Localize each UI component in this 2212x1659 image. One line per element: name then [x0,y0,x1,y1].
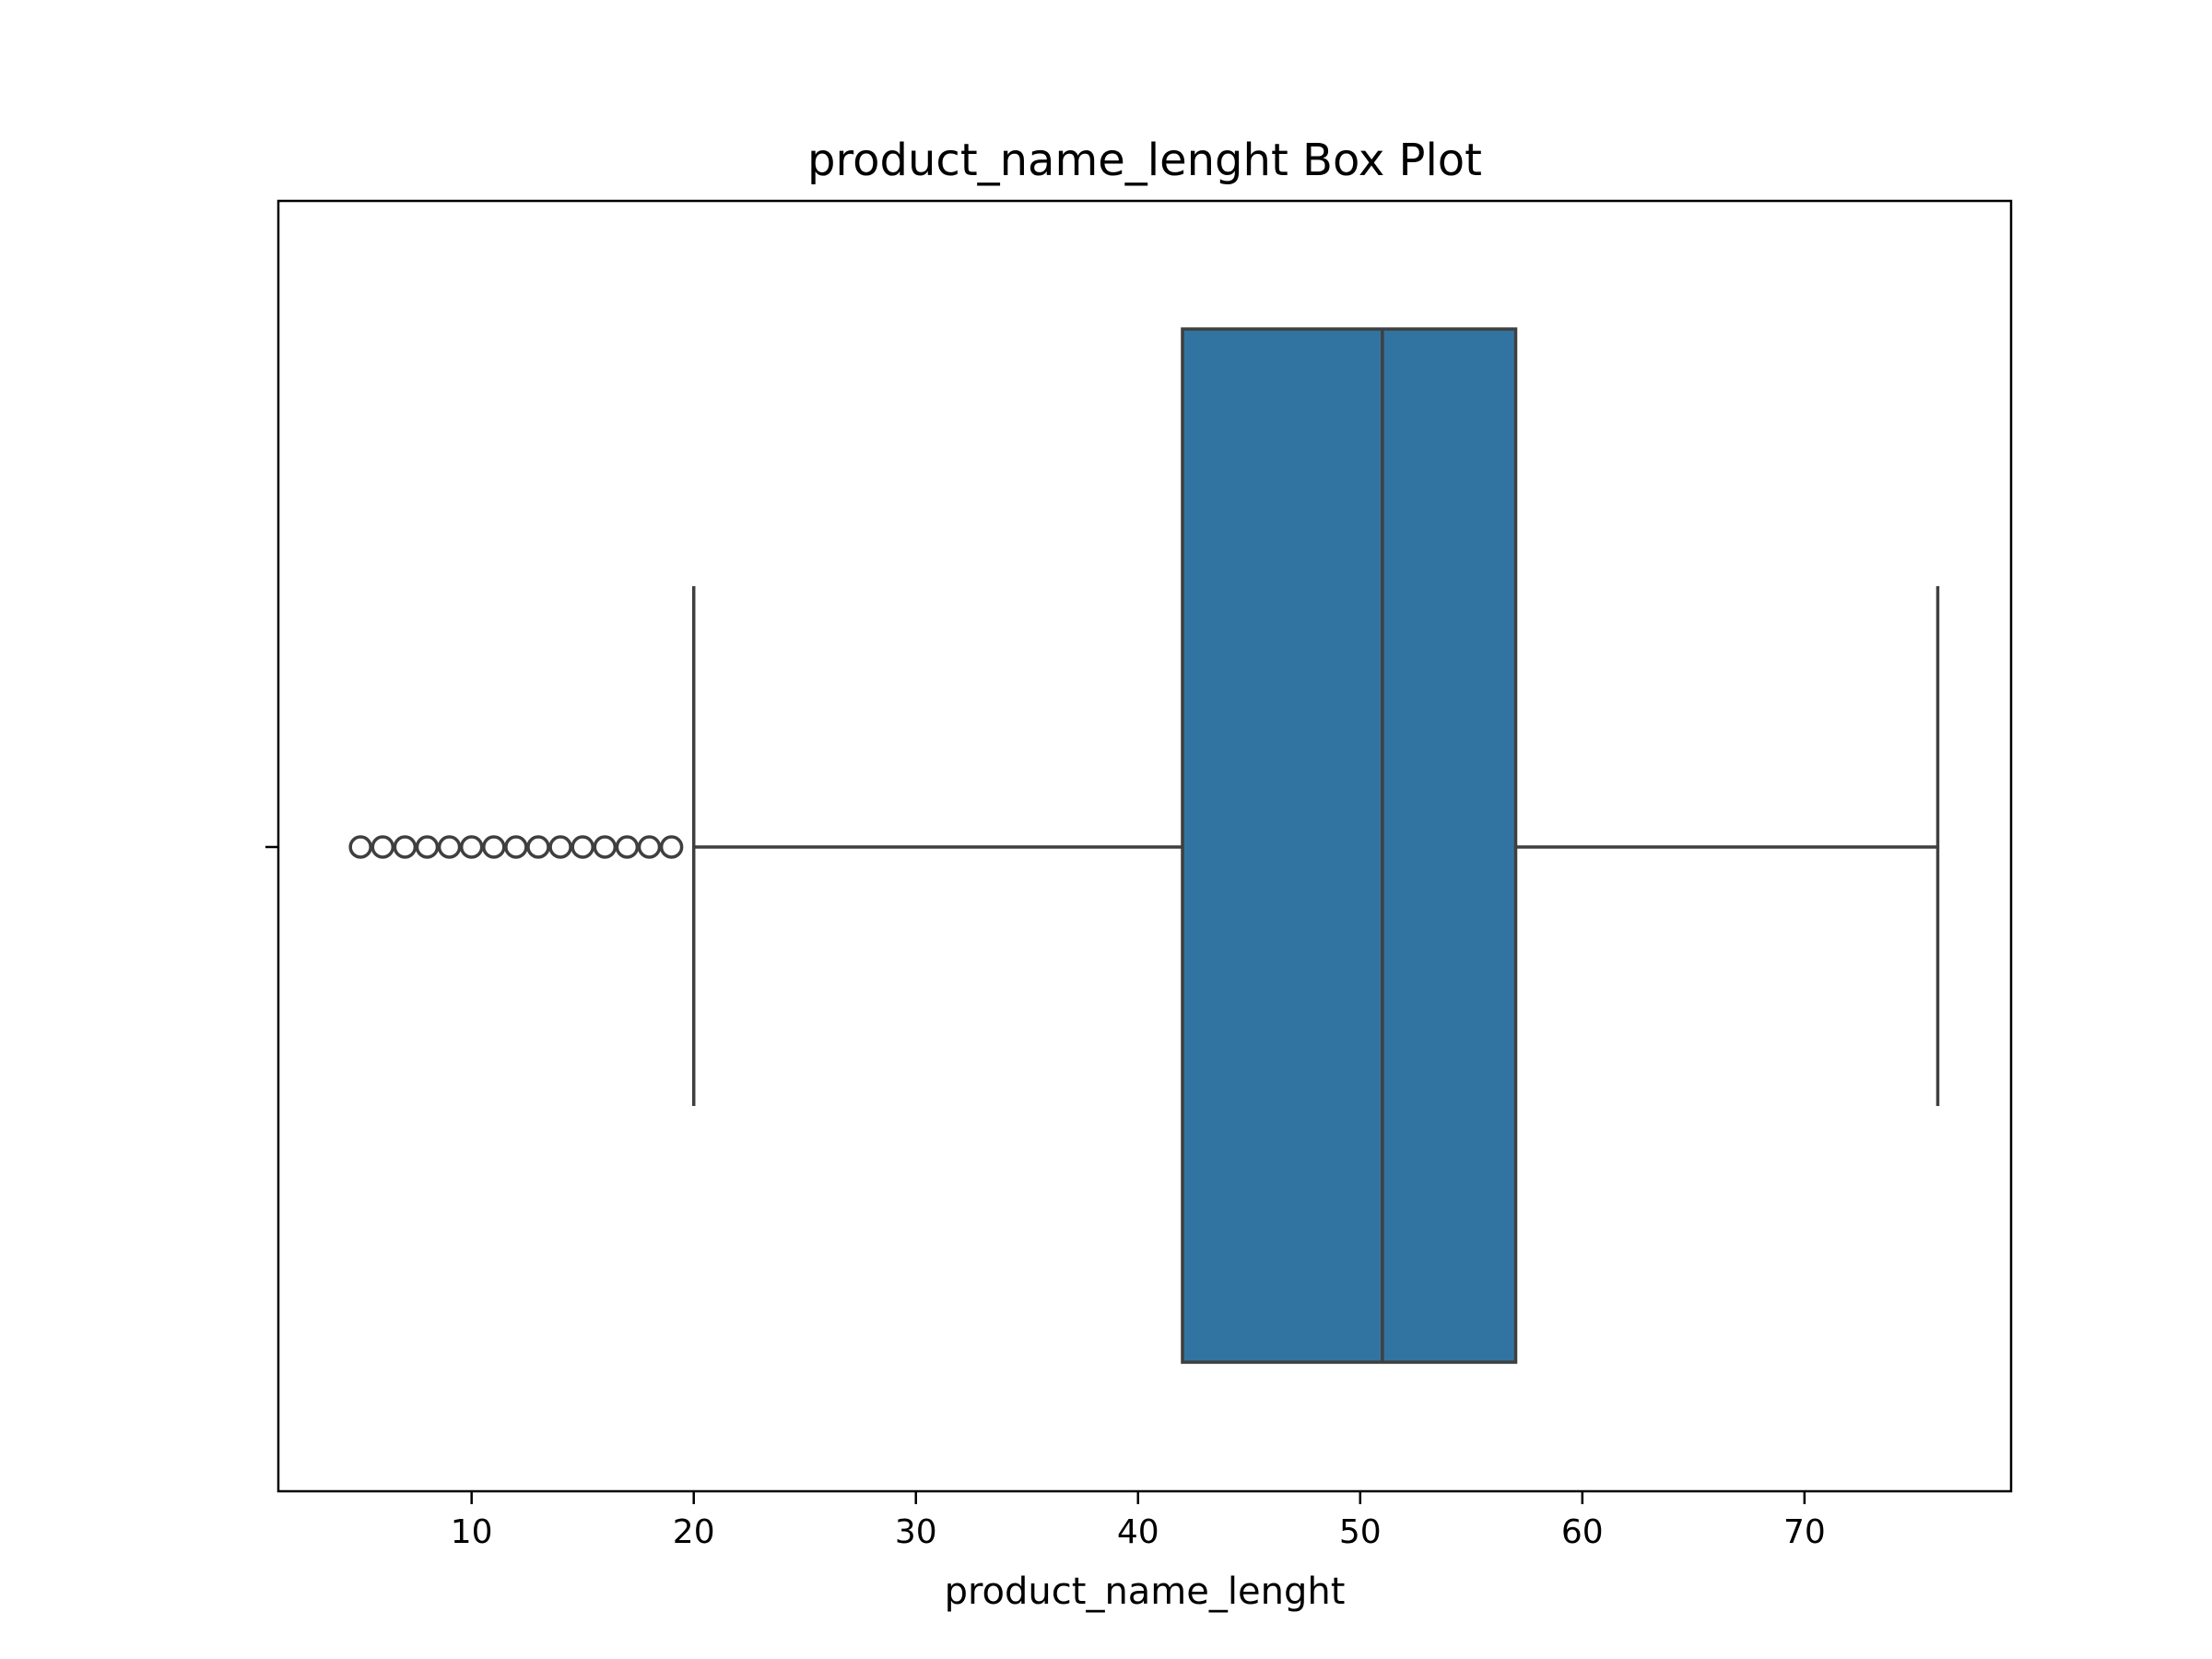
x-tick-label: 30 [895,1513,937,1551]
outlier-point [571,835,594,859]
outlier-point [348,835,372,859]
chart-title: product_name_lenght Box Plot [807,135,1482,186]
x-tick-label: 70 [1783,1513,1826,1551]
x-axis-label: product_name_lenght [945,1571,1346,1613]
outlier-point [637,835,662,859]
outlier-point [459,835,484,859]
outlier-point [615,835,640,859]
outlier-point [659,835,684,859]
x-tick-label: 60 [1561,1513,1604,1551]
outlier-point [437,835,462,859]
outlier-point [415,835,440,859]
outlier-point [482,835,506,859]
x-tick-label: 10 [451,1513,493,1551]
outlier-point [526,835,550,859]
x-tick-label: 50 [1339,1513,1382,1551]
iqr-box [1181,327,1518,1364]
plot-area [348,327,1940,1364]
outlier-point [548,835,572,859]
outlier-point [504,835,528,859]
x-axis-ticks: 10 20 30 40 50 60 70 [451,1491,1826,1551]
outlier-point [593,835,618,859]
outlier-point [371,835,395,859]
x-tick-label: 20 [673,1513,715,1551]
x-tick-label: 40 [1117,1513,1159,1551]
outlier-point [393,835,418,859]
